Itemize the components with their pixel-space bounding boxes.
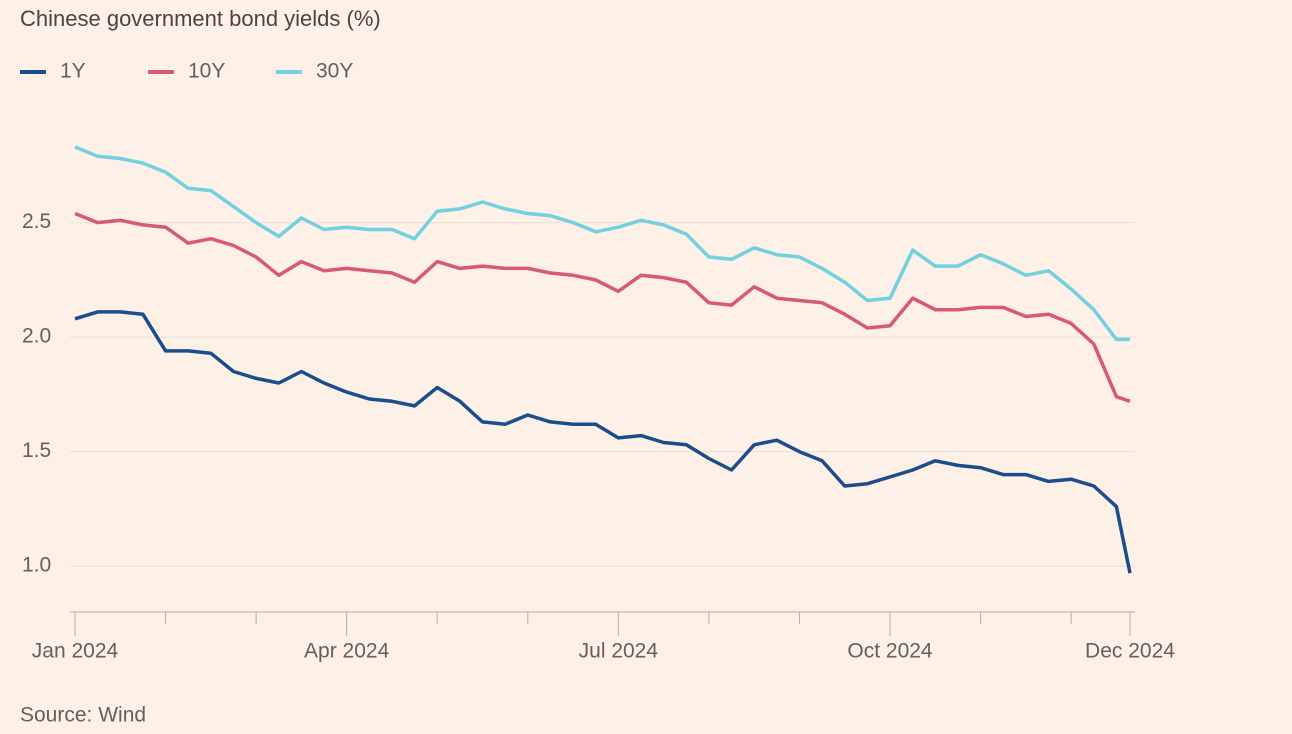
series-line bbox=[74, 211, 1131, 403]
y-tick-label: 1.0 bbox=[22, 554, 51, 577]
chart-title: Chinese government bond yields (%) bbox=[20, 6, 381, 31]
series-line bbox=[74, 310, 1132, 574]
x-tick-label: Jan 2024 bbox=[32, 640, 119, 663]
series-line bbox=[74, 145, 1130, 342]
source: Source: Wind bbox=[20, 704, 146, 727]
x-tick-label: Jul 2024 bbox=[579, 640, 659, 663]
y-tick-label: 2.0 bbox=[22, 325, 51, 348]
x-tick-label: Dec 2024 bbox=[1085, 640, 1175, 663]
y-tick-label: 2.5 bbox=[22, 210, 51, 233]
legend-label: 30Y bbox=[316, 60, 353, 83]
x-tick-label: Apr 2024 bbox=[304, 640, 390, 663]
legend-label: 10Y bbox=[188, 60, 225, 83]
x-tick-label: Oct 2024 bbox=[847, 640, 933, 663]
legend-label: 1Y bbox=[60, 60, 86, 83]
y-tick-label: 1.5 bbox=[22, 439, 51, 462]
